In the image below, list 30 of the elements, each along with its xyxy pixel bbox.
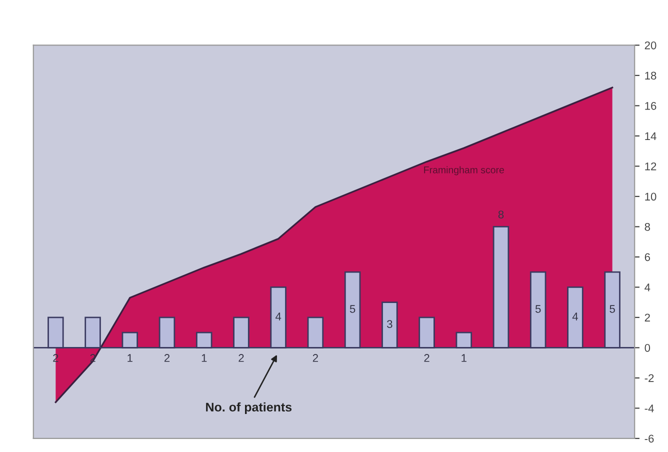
data-label: 2 [424,354,430,362]
data-label: 4 [276,312,282,320]
y-tick-label: 20 [644,41,656,50]
y-tick-label: 18 [645,72,656,80]
text: No. of patients [206,402,292,414]
data-label: 2 [312,354,318,362]
data-label: 2 [238,354,244,362]
y-tick-label: 2 [644,314,650,322]
data-label: 1 [128,354,132,362]
data-label: 8 [498,210,504,218]
data-label: 4 [572,312,578,320]
y-tick-label: -4 [644,404,654,412]
y-tick-label: 10 [645,192,656,201]
y-tick-label: 8 [644,222,650,231]
y-tick-label: 0 [644,344,650,352]
data-label: 3 [387,320,392,328]
y-tick-label: 16 [645,102,656,110]
y-tick-label: 6 [644,253,650,262]
data-label: 1 [462,354,466,362]
y-tick-label: -6 [644,434,654,443]
data-label: 5 [535,305,541,313]
y-tick-label: 4 [644,284,650,292]
data-label: 5 [350,305,356,313]
series-label: Framingham score [424,166,504,176]
y-tick-label: -2 [644,374,654,382]
data-label: 1 [202,354,207,362]
data-label: 2 [164,354,170,362]
y-tick-label: 12 [645,162,656,170]
y-tick-label: 14 [645,132,656,140]
data-label: 5 [610,305,615,313]
